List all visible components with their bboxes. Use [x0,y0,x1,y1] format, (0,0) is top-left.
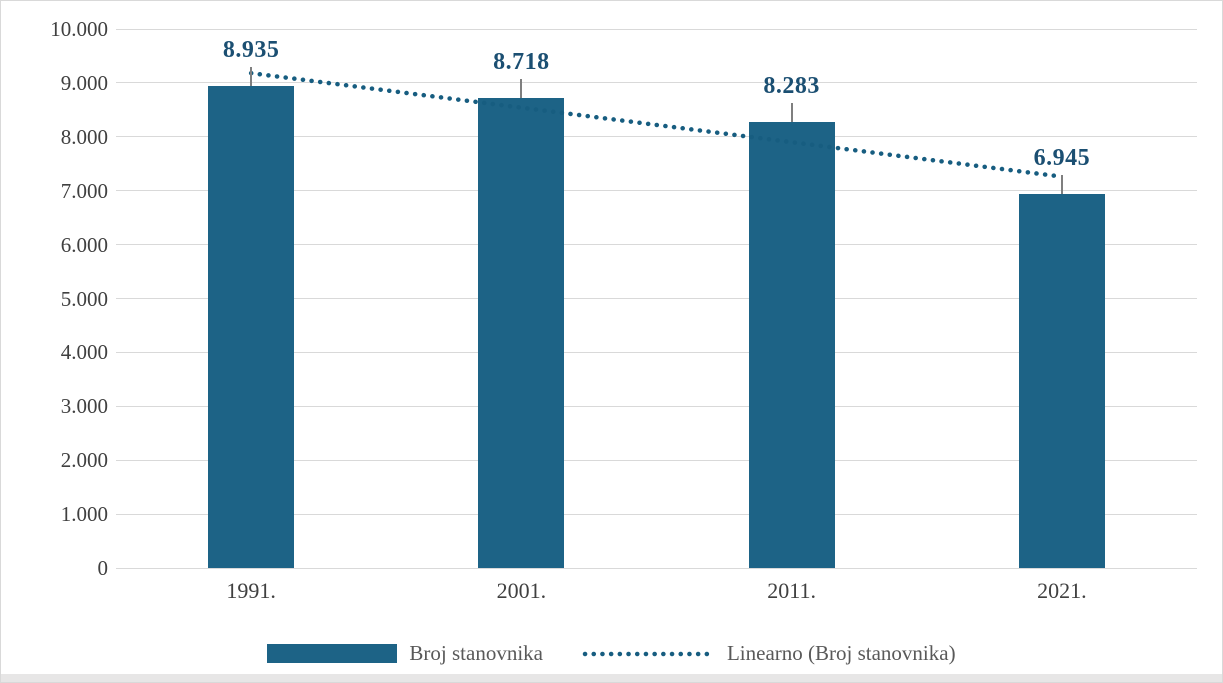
y-axis-tick-label: 9.000 [60,70,108,95]
data-label: 8.718 [493,49,550,76]
data-label: 6.945 [1033,144,1091,171]
gridline [116,244,1197,246]
bar-2001 [478,98,565,568]
gridline [116,190,1197,192]
bar-1991 [208,86,295,568]
x-axis-tick-label: 2011. [767,578,816,603]
x-axis-tick-label: 1991. [226,578,276,603]
data-label-leader-tick [250,67,253,87]
data-label-leader-tick [520,79,523,99]
y-axis-tick-label: 6.000 [60,232,108,257]
bottom-border-strip [1,674,1222,682]
y-axis-tick-label: 3.000 [60,394,108,419]
gridline [116,459,1197,461]
y-axis-tick-label: 8.000 [60,124,108,149]
data-label-leader-tick [1060,174,1063,194]
y-axis-tick-label: 1.000 [60,502,108,527]
legend-trendline-swatch [582,651,712,656]
legend-bar-label: Broj stanovnika [409,641,543,665]
gridline [116,298,1197,299]
gridline [116,28,1197,30]
data-label: 8.935 [222,37,280,64]
x-axis-tick-label: 2021. [1037,578,1087,603]
gridline [116,351,1197,353]
x-axis-tick-label: 2001. [496,578,547,603]
legend-bar-swatch [267,644,398,663]
data-label-leader-tick [790,102,793,122]
y-axis-tick-label: 5.000 [60,286,108,311]
gridline [116,513,1197,515]
legend: Broj stanovnika Linearno (Broj stanovnik… [1,641,1222,666]
bar-2011 [748,121,835,568]
legend-trendline-label: Linearno (Broj stanovnika) [726,641,956,665]
y-axis-tick-label: 7.000 [60,178,108,203]
bar-2021 [1018,193,1105,568]
gridline [116,405,1197,407]
gridline [116,567,1197,569]
y-axis-tick-label: 2.000 [60,448,108,473]
y-axis-tick-label: 0 [97,556,109,580]
y-axis-tick-label: 4.000 [60,340,108,365]
data-label: 8.283 [763,72,820,99]
gridline [116,82,1197,84]
y-axis-tick-label: 10.000 [50,17,108,41]
